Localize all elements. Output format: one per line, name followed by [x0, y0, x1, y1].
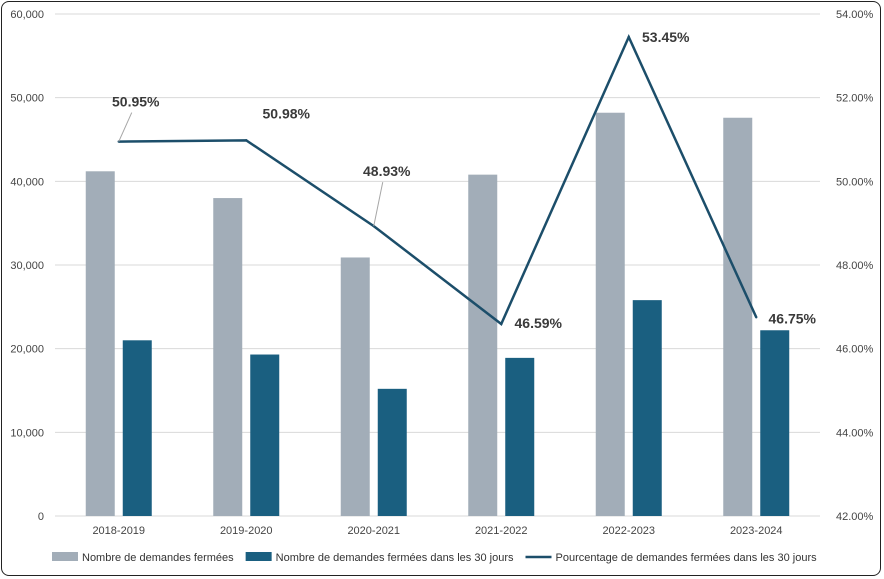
x-tick-label: 2021-2022 — [475, 525, 528, 537]
y-left-tick-label: 10,000 — [10, 427, 44, 439]
data-label: 48.93% — [363, 163, 411, 179]
x-tick-label: 2023-2024 — [730, 525, 783, 537]
y-right-tick-label: 46.00% — [836, 344, 874, 356]
data-label: 46.75% — [769, 310, 817, 326]
y-right-tick-label: 54.00% — [836, 9, 874, 21]
bar-demandes-fermees — [213, 198, 243, 517]
x-tick-label: 2018-2019 — [92, 525, 145, 537]
legend-label: Nombre de demandes fermées dans les 30 j… — [276, 552, 514, 564]
legend-label: Pourcentage de demandes fermées dans les… — [556, 552, 818, 564]
bar-demandes-fermees — [595, 112, 625, 516]
bar-demandes-fermees-30-jours — [632, 300, 662, 516]
y-left-tick-label: 20,000 — [10, 344, 44, 356]
line-point — [500, 322, 503, 326]
y-right-tick-label: 50.00% — [836, 176, 874, 188]
y-left-tick-label: 30,000 — [10, 260, 44, 272]
x-tick-label: 2020-2021 — [347, 525, 400, 537]
data-label-leader — [118, 112, 133, 142]
bar-demandes-fermees — [85, 171, 115, 516]
legend-swatch — [245, 552, 272, 561]
legend-swatch — [52, 552, 78, 561]
data-label: 50.95% — [112, 94, 160, 110]
bar-demandes-fermees — [723, 117, 753, 516]
y-right-tick-label: 44.00% — [836, 427, 874, 439]
data-label: 50.98% — [263, 105, 311, 121]
bar-demandes-fermees — [340, 257, 370, 516]
legend-label: Nombre de demandes fermées — [82, 552, 234, 564]
bar-demandes-fermees-30-jours — [122, 340, 152, 516]
bar-demandes-fermees-30-jours — [505, 357, 535, 516]
y-left-tick-label: 40,000 — [10, 176, 44, 188]
y-left-tick-label: 50,000 — [10, 93, 44, 105]
bar-demandes-fermees — [468, 174, 498, 516]
y-right-tick-label: 42.00% — [836, 511, 874, 523]
data-label-leader — [373, 181, 384, 227]
bar-demandes-fermees-30-jours — [250, 354, 280, 516]
y-right-tick-label: 52.00% — [836, 93, 874, 105]
data-label: 46.59% — [515, 315, 563, 331]
y-left-tick-label: 0 — [38, 511, 44, 523]
bar-demandes-fermees-30-jours — [760, 330, 790, 516]
y-right-tick-label: 48.00% — [836, 260, 874, 272]
data-label: 53.45% — [642, 29, 690, 45]
line-pourcentage-30-jours — [118, 33, 758, 326]
line-point — [627, 35, 630, 39]
line-point — [245, 139, 248, 142]
bar-demandes-fermees-30-jours — [377, 388, 407, 516]
y-left-tick-label: 60,000 — [10, 9, 44, 21]
x-tick-label: 2019-2020 — [220, 525, 273, 537]
x-tick-label: 2022-2023 — [602, 525, 655, 537]
line-point — [755, 316, 758, 319]
